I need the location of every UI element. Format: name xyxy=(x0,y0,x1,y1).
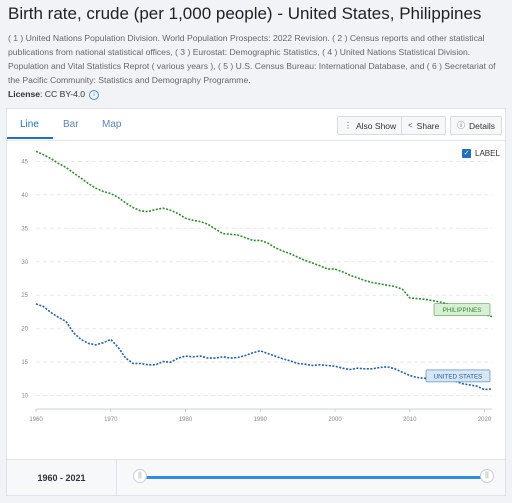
share-button[interactable]: < Share xyxy=(401,116,447,135)
series-end-label: UNITED STATES xyxy=(434,373,483,380)
sources-text: ( 1 ) United Nations Population Division… xyxy=(8,33,496,85)
range-footer: 1960 - 2021 || || xyxy=(6,460,506,496)
series-end-label-box xyxy=(425,369,491,383)
y-tick-label: 15 xyxy=(21,360,28,366)
y-tick-label: 10 xyxy=(21,394,28,400)
more-vertical-icon: ⋮ xyxy=(344,121,352,130)
chart-card: Line Bar Map ⋮ Also Show < Share ⓘ Detai… xyxy=(6,108,506,460)
label-toggle[interactable]: ✓ LABEL xyxy=(462,149,500,158)
details-info-icon: ⓘ xyxy=(457,121,465,130)
x-tick-label: 1980 xyxy=(179,417,193,423)
tab-active-indicator xyxy=(7,109,53,139)
label-toggle-text: LABEL xyxy=(475,149,500,158)
series-line-united-states xyxy=(35,303,493,391)
license-value: : CC BY-4.0 xyxy=(40,89,86,99)
y-tick-label: 30 xyxy=(21,260,28,266)
page-title: Birth rate, crude (per 1,000 people) - U… xyxy=(8,4,482,23)
x-tick-label: 2010 xyxy=(403,417,417,423)
x-tick-label: 2000 xyxy=(328,417,342,423)
x-tick-label: 1990 xyxy=(254,417,268,423)
range-end-handle[interactable]: || xyxy=(480,469,494,483)
also-show-button[interactable]: ⋮ Also Show xyxy=(337,116,404,135)
x-tick-label: 2020 xyxy=(478,417,492,423)
tab-map[interactable]: Map xyxy=(102,119,122,130)
license-label: License xyxy=(8,89,41,99)
series-end-label-box xyxy=(433,303,491,316)
series-line-philippines xyxy=(35,150,493,318)
x-tick-label: 1960 xyxy=(29,417,43,423)
y-tick-label: 35 xyxy=(21,226,28,232)
share-label: Share xyxy=(416,120,440,131)
tab-bar[interactable]: Bar xyxy=(63,119,79,130)
label-checkbox[interactable]: ✓ xyxy=(462,149,471,158)
tab-line[interactable]: Line xyxy=(20,119,39,130)
details-button[interactable]: ⓘ Details xyxy=(450,116,502,135)
details-label: Details xyxy=(469,120,495,131)
also-show-label: Also Show xyxy=(356,120,397,131)
info-icon[interactable]: i xyxy=(89,89,100,100)
y-tick-label: 40 xyxy=(21,193,28,199)
series-end-label: PHILIPPINES xyxy=(443,307,482,314)
range-label: 1960 - 2021 xyxy=(7,460,117,495)
y-tick-label: 25 xyxy=(21,293,28,299)
x-tick-label: 1970 xyxy=(104,417,118,423)
range-track[interactable] xyxy=(139,476,487,479)
line-chart: 10 15 20 25 30 35 40 45 1960 1970 1980 1990 2000 2010… xyxy=(21,150,493,423)
tab-divider xyxy=(7,140,505,141)
license-line: License: CC BY-4.0 i xyxy=(8,89,100,100)
y-tick-label: 45 xyxy=(21,159,28,165)
y-tick-label: 20 xyxy=(21,327,28,333)
range-start-handle[interactable]: || xyxy=(133,469,147,483)
share-icon: < xyxy=(408,121,413,130)
